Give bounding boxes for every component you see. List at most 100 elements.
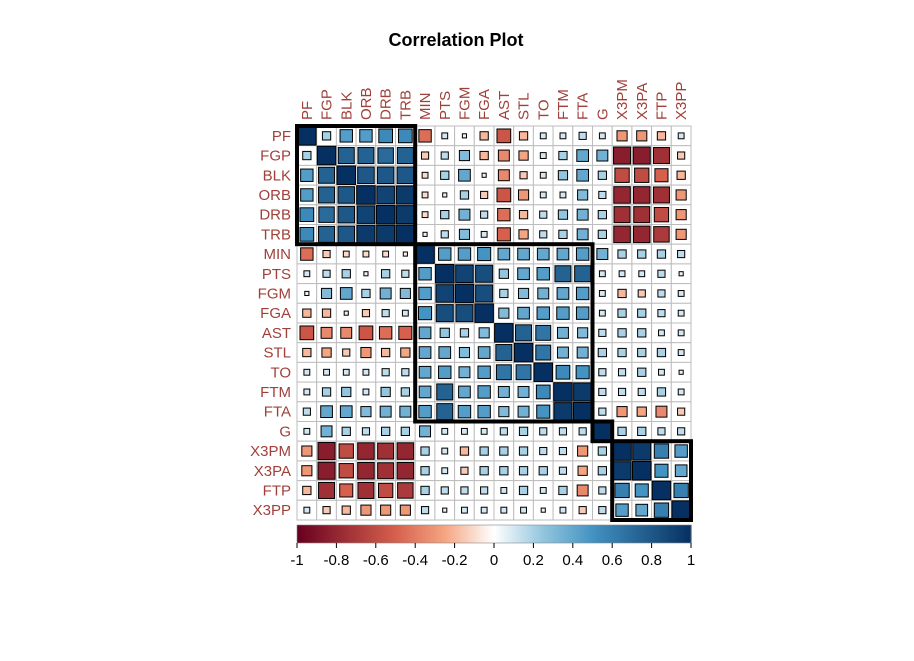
corr-square-trb-orb	[356, 224, 376, 244]
corr-square-x3pm-fgm	[459, 446, 470, 456]
corr-square-g-ftp	[657, 427, 666, 436]
corr-square-ftp-fga	[480, 486, 489, 495]
corr-square-trb-x3pp	[675, 228, 687, 240]
corr-square-trb-trb	[395, 224, 416, 245]
corr-square-min-pf	[300, 247, 314, 261]
corr-square-x3pa-min	[420, 466, 430, 476]
correlation-squares	[297, 126, 691, 520]
colorbar-segment	[531, 525, 534, 543]
colorbar-segment	[637, 525, 641, 543]
corr-square-fta-fgp	[320, 405, 333, 419]
corr-square-fta-x3pp	[677, 407, 686, 416]
corr-square-to-pf	[303, 368, 311, 376]
colorbar-segment	[480, 525, 483, 543]
corr-square-fga-fga	[474, 303, 494, 323]
corr-square-ast-x3pp	[677, 329, 685, 337]
colorbar-segment	[373, 525, 377, 543]
corr-square-x3pm-trb	[396, 442, 415, 460]
colorbar-segment	[371, 525, 375, 543]
corr-square-orb-x3pp	[675, 189, 687, 201]
colorbar-segment	[564, 525, 568, 543]
colorbar-segment	[403, 525, 406, 543]
colorbar-segment	[300, 525, 304, 543]
column-label-to: TO	[535, 99, 552, 120]
corr-square-drb-g	[597, 210, 607, 220]
colorbar-segment	[360, 525, 363, 543]
corr-square-stl-x3pm	[617, 347, 627, 358]
corr-square-min-fga	[477, 247, 492, 262]
corr-square-x3pp-ftm	[559, 506, 567, 514]
colorbar-segment	[618, 525, 621, 543]
colorbar-segment	[624, 525, 627, 543]
colorbar-segment	[685, 525, 688, 543]
corr-square-ftm-orb	[362, 388, 370, 396]
colorbar-segment	[610, 525, 613, 543]
corr-square-blk-x3pm	[614, 167, 630, 183]
corr-square-x3pm-blk	[338, 443, 354, 459]
colorbar-segment	[604, 525, 607, 543]
colorbar-segment	[332, 525, 336, 543]
corr-square-ftm-fga	[477, 385, 491, 399]
corr-square-ast-orb	[358, 325, 374, 341]
corr-square-stl-fta	[576, 346, 589, 359]
corr-square-x3pm-min	[420, 446, 430, 456]
corr-square-pts-pf	[303, 270, 311, 278]
corr-square-min-ftm	[556, 247, 570, 261]
corr-square-pf-blk	[339, 129, 353, 143]
corr-square-min-blk	[342, 250, 350, 258]
corr-square-g-x3pm	[617, 426, 627, 436]
corr-square-ftm-min	[418, 385, 432, 399]
corr-square-fgp-fga	[479, 150, 489, 161]
corr-square-blk-to	[539, 171, 547, 179]
corr-square-trb-min	[422, 231, 428, 237]
corr-square-stl-fgm	[458, 346, 471, 359]
corr-square-x3pa-pts	[441, 467, 449, 475]
corr-square-fgm-trb	[399, 287, 411, 300]
column-label-fta: FTA	[575, 93, 592, 120]
corr-square-x3pp-pts	[442, 507, 448, 513]
corr-square-min-pts	[438, 247, 452, 261]
corr-square-fga-x3pa	[637, 308, 647, 318]
colorbar-segment	[375, 525, 379, 543]
corr-square-x3pp-fgm	[461, 506, 468, 514]
colorbar-segment	[407, 525, 410, 543]
colorbar-segment	[667, 525, 670, 543]
corr-square-pf-fgp	[321, 131, 332, 141]
colorbar-segment	[602, 525, 605, 543]
colorbar-segment	[342, 525, 345, 543]
corr-square-pts-fgm	[455, 264, 474, 284]
corr-square-drb-min	[421, 211, 429, 219]
corr-square-pts-orb	[363, 271, 369, 277]
colorbar-segment	[365, 525, 369, 543]
colorbar-segment	[425, 525, 428, 543]
corr-square-trb-pts	[440, 230, 449, 239]
colorbar-segment	[687, 525, 690, 543]
corr-square-drb-orb	[356, 205, 376, 224]
colorbar-segment	[427, 525, 430, 543]
corr-square-pf-to	[539, 132, 547, 140]
column-label-fgp: FGP	[319, 89, 336, 120]
corr-square-to-ftm	[555, 364, 571, 380]
colorbar-segment	[320, 525, 324, 543]
corr-square-trb-blk	[337, 225, 356, 244]
corr-square-drb-drb	[375, 204, 396, 225]
corr-square-x3pa-ast	[499, 466, 509, 476]
row-label-blk: BLK	[263, 167, 291, 184]
colorbar-segment	[362, 525, 365, 543]
corr-square-fta-pts	[436, 403, 454, 421]
row-label-fgp: FGP	[260, 148, 291, 165]
corr-square-fgm-fgm	[454, 283, 475, 304]
column-label-blk: BLK	[338, 92, 355, 120]
colorbar-segment	[385, 525, 389, 543]
corr-square-blk-fgp	[318, 166, 336, 184]
corr-square-pts-to	[536, 267, 550, 281]
corr-square-ftm-blk	[341, 386, 352, 398]
corr-square-ftm-fgm	[458, 385, 471, 399]
colorbar-segment	[334, 525, 337, 543]
colorbar-segment	[549, 525, 552, 543]
corr-square-g-g	[592, 421, 613, 442]
colorbar-segment	[478, 525, 481, 543]
colorbar-segment	[620, 525, 623, 543]
corr-square-pf-fgm	[461, 133, 468, 139]
row-label-x3pm: X3PM	[250, 443, 291, 460]
